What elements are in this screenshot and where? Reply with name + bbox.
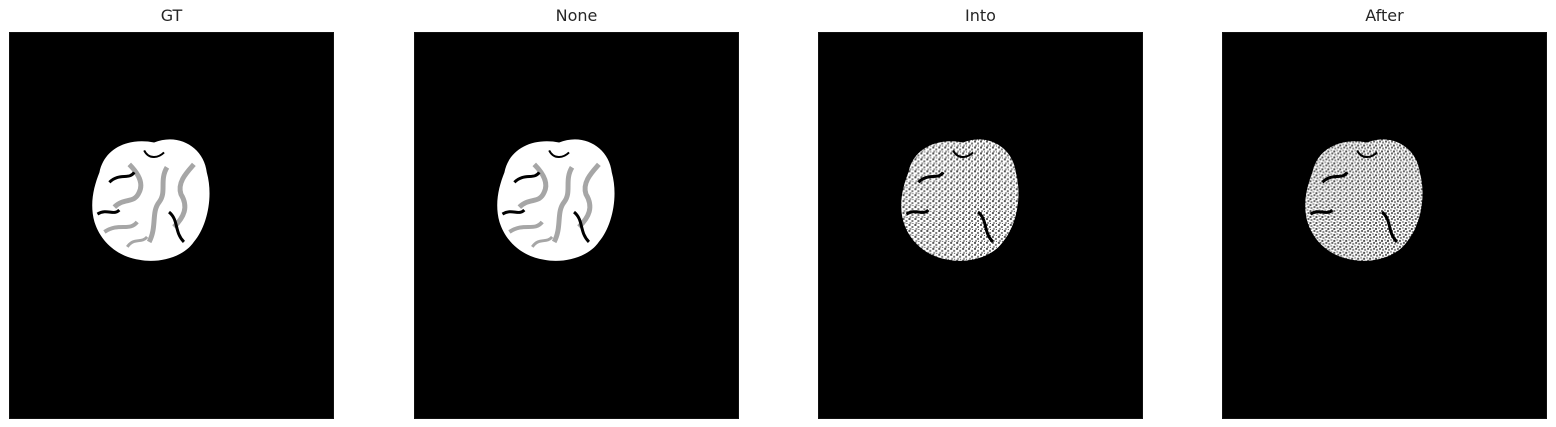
panel-title: None (555, 6, 598, 25)
brain-mask (1305, 139, 1423, 261)
segmentation-image-into (818, 32, 1143, 419)
brain-segmentation-into (819, 33, 1142, 418)
panel-none: None (414, 0, 739, 427)
panel-title: GT (160, 6, 183, 25)
panel-into: Into (818, 0, 1143, 427)
panel-gt: GT (9, 0, 334, 427)
segmentation-image-after (1222, 32, 1547, 419)
panel-title: After (1365, 6, 1404, 25)
brain-segmentation-after (1223, 33, 1546, 418)
brain-mask (901, 139, 1019, 261)
panel-after: After (1222, 0, 1547, 427)
segmentation-image-gt (9, 32, 334, 419)
panel-title: Into (965, 6, 996, 25)
brain-mask (497, 139, 615, 261)
brain-mask (92, 139, 210, 261)
brain-segmentation-none (415, 33, 738, 418)
segmentation-image-none (414, 32, 739, 419)
brain-segmentation-gt (10, 33, 333, 418)
